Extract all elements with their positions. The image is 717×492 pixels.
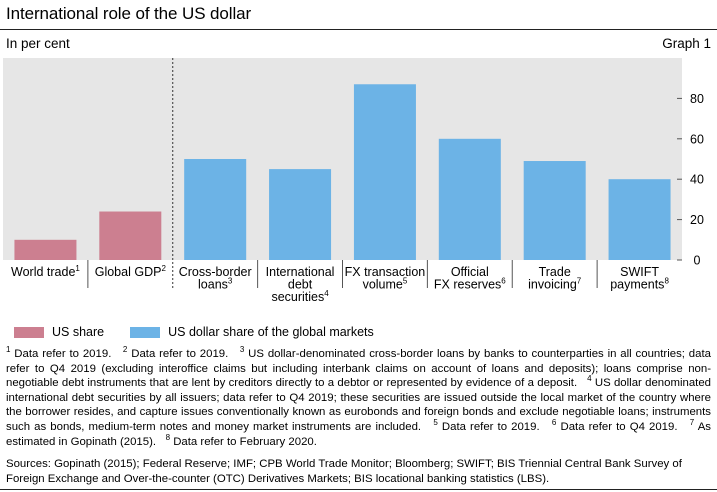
x-tick-label: Global GDP2: [95, 264, 167, 279]
bottom-rule: [0, 489, 717, 490]
legend-label-us-share: US share: [52, 325, 105, 339]
bar: [99, 211, 162, 260]
x-tick-label: Cross-border loans3: [179, 265, 252, 292]
legend-swatch-us-share: [14, 326, 44, 338]
footnote-marker: 6: [551, 418, 557, 428]
footnote-7: 7 As estimated in Gopinath (2015).: [6, 418, 711, 448]
bar-chart: 0 20 40 60 80 World trade1 Global GDP2 Cross-bo…: [3, 58, 704, 304]
chart-legend: US share US dollar share of the global m…: [14, 325, 400, 339]
bar: [523, 161, 586, 260]
footnote-marker: 1: [6, 345, 11, 355]
footnote-1: 1 Data refer to 2019.: [6, 345, 120, 360]
x-tick-label: International debt securities4: [266, 265, 335, 304]
y-tick-label: 0: [694, 254, 701, 268]
chart-title: International role of the US dollar: [6, 4, 252, 23]
y-tick-label: 80: [690, 92, 704, 106]
footnote-marker: 8: [165, 432, 171, 442]
footnote-3: 3 US dollar-denominated cross-border loa…: [6, 345, 711, 390]
footnote-marker: 3: [239, 345, 245, 355]
x-tick-label: SWIFT payments8: [610, 265, 669, 292]
x-tick-label: Official FX reserves6: [434, 265, 506, 292]
footnote-marker: 5: [433, 418, 438, 428]
y-tick-label: 20: [690, 213, 704, 227]
bar: [438, 138, 501, 260]
footnote-8: 8 Data refer to February 2020.: [165, 432, 317, 448]
x-tick-label: FX transaction volume5: [345, 265, 426, 292]
footnote-marker: 4: [587, 374, 592, 384]
x-tick-label: Trade invoicing7: [528, 265, 582, 292]
footnote-2: 2 Data refer to 2019.: [122, 345, 236, 360]
footnote-marker: 7: [689, 418, 695, 428]
legend-item-dollar-share: US dollar share of the global markets: [130, 325, 374, 339]
footnote-4: 4 US dollar denominated international de…: [6, 374, 711, 433]
footnotes: 1 Data refer to 2019. 2 Data refer to 20…: [6, 345, 711, 449]
legend-swatch-dollar-share: [130, 326, 161, 338]
footnote-marker: 2: [122, 345, 128, 355]
bar: [353, 84, 416, 260]
x-tick-label: World trade1: [11, 264, 80, 279]
chart-subtitle: In per cent: [6, 36, 70, 51]
sources: Sources: Gopinath (2015); Federal Reserv…: [6, 458, 682, 485]
legend-label-dollar-share: US dollar share of the global markets: [168, 325, 374, 339]
footnote-6: 6 Data refer to Q4 2019.: [551, 418, 686, 433]
bar: [184, 159, 247, 260]
graph-number: Graph 1: [662, 36, 711, 51]
title-rule: [0, 29, 717, 30]
y-tick-label: 60: [690, 132, 704, 146]
bar: [269, 169, 332, 260]
bar: [608, 179, 671, 260]
footnote-5: 5 Data refer to 2019.: [433, 418, 548, 433]
legend-item-us-share: US share: [14, 325, 104, 339]
y-tick-label: 40: [690, 173, 704, 187]
bar: [14, 239, 77, 260]
